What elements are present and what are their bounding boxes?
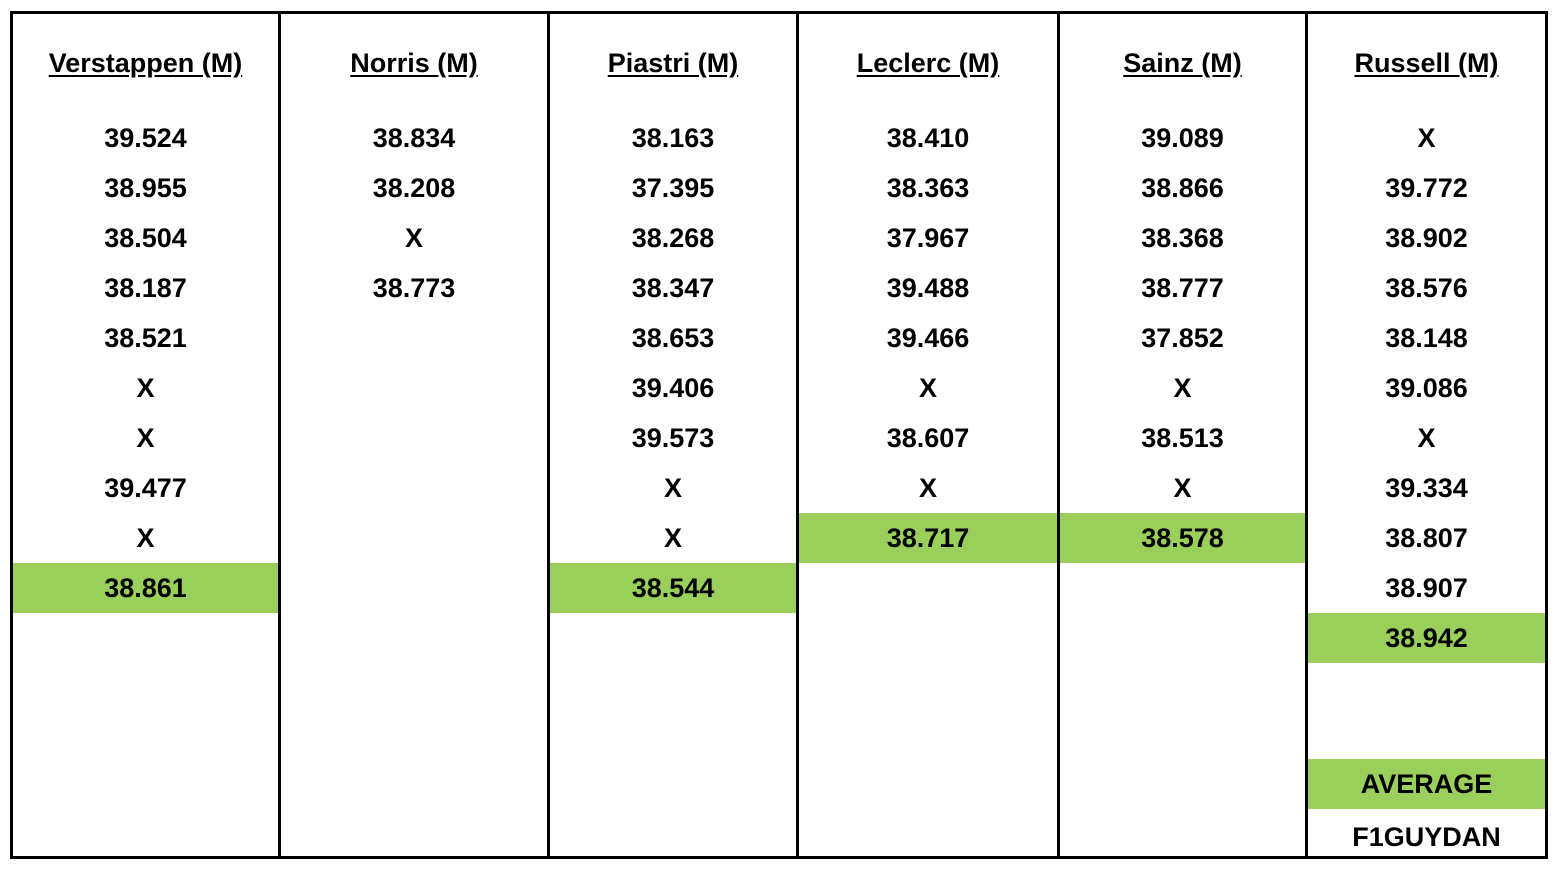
lap-time-cell: 38.368 <box>1141 223 1224 253</box>
lap-time-cell: 39.573 <box>631 423 715 453</box>
lap-time-cell: 38.834 <box>372 123 456 153</box>
driver-column: Piastri (M) 38.163 37.395 38.268 38.347 38.65… <box>550 11 796 859</box>
column-header: Norris (M) <box>350 48 478 78</box>
lap-time-cell: 38.163 <box>631 123 715 153</box>
credit-label: F1GUYDAN <box>1352 822 1501 852</box>
column-header: Verstappen (M) <box>48 48 243 78</box>
driver-column: Leclerc (M) 38.410 38.363 37.967 39.488 39.46… <box>799 11 1057 859</box>
lap-time-cell: 39.488 <box>886 273 970 303</box>
lap-time-cell: 38.148 <box>1385 323 1468 353</box>
average-cell: 38.717 <box>799 513 1057 563</box>
lap-time-cell: X <box>136 523 155 553</box>
column-divider <box>1057 11 1060 859</box>
column-header: Sainz (M) <box>1123 48 1242 78</box>
lap-time-cell: 37.852 <box>1141 323 1224 353</box>
lap-time-cell: 39.466 <box>886 323 970 353</box>
lap-time-cell: X <box>663 523 682 553</box>
driver-column: Sainz (M) 39.089 38.866 38.368 38.777 37.852 X… <box>1060 11 1305 859</box>
lap-time-cell: X <box>918 373 937 403</box>
lap-time-cell: 38.410 <box>886 123 970 153</box>
lap-time-cell: 38.513 <box>1141 423 1224 453</box>
lap-time-cell: 38.347 <box>631 273 715 303</box>
lap-time-cell: X <box>136 423 155 453</box>
column-header: Piastri (M) <box>607 48 739 78</box>
lap-time-cell: 38.363 <box>886 173 970 203</box>
lap-time-cell: X <box>404 223 423 253</box>
lap-time-cell: X <box>1417 423 1436 453</box>
lap-time-cell: X <box>663 473 682 503</box>
column-divider <box>278 11 281 859</box>
lap-time-cell: X <box>1173 373 1192 403</box>
lap-time-cell: 38.902 <box>1385 223 1468 253</box>
average-cell: 38.544 <box>550 563 796 613</box>
lap-time-cell: 39.089 <box>1141 123 1224 153</box>
lap-time-cell: 39.477 <box>104 473 187 503</box>
driver-column: Verstappen (M) 39.524 38.955 38.504 38.187 38… <box>13 11 278 859</box>
lap-time-cell: 38.504 <box>104 223 187 253</box>
lap-time-cell: 38.773 <box>372 273 456 303</box>
lap-time-cell: 38.521 <box>104 323 187 353</box>
column-header: Leclerc (M) <box>856 48 1000 78</box>
lap-time-cell: 38.955 <box>104 173 187 203</box>
driver-column: Russell (M) X 39.772 38.902 38.576 38.148 39.0… <box>1308 11 1545 859</box>
lap-time-cell: 39.334 <box>1385 473 1468 503</box>
column-divider <box>1305 11 1308 859</box>
lap-time-cell: 38.807 <box>1385 523 1468 553</box>
lap-time-cell: 38.187 <box>104 273 187 303</box>
lap-time-cell: X <box>1417 123 1436 153</box>
lap-time-cell: 38.607 <box>886 423 970 453</box>
lap-time-cell: 38.576 <box>1385 273 1468 303</box>
average-legend-label: AVERAGE <box>1308 759 1545 809</box>
average-cell: 38.578 <box>1060 513 1305 563</box>
lap-time-cell: 37.395 <box>631 173 715 203</box>
average-cell: 38.942 <box>1308 613 1545 663</box>
lap-time-cell: 38.777 <box>1141 273 1224 303</box>
lap-time-cell: 39.772 <box>1385 173 1468 203</box>
lap-time-cell: 37.967 <box>886 223 970 253</box>
driver-column: Norris (M) 38.834 38.208 X 38.773 <box>281 11 547 859</box>
lap-time-cell: 39.524 <box>104 123 187 153</box>
lap-time-cell: 38.907 <box>1385 573 1468 603</box>
lap-time-cell: X <box>918 473 937 503</box>
lap-time-cell: 38.866 <box>1141 173 1224 203</box>
lap-time-cell: 38.208 <box>372 173 456 203</box>
lap-time-cell: 39.406 <box>631 373 715 403</box>
lap-time-cell: X <box>136 373 155 403</box>
lap-time-cell: 38.653 <box>631 323 715 353</box>
column-divider <box>547 11 550 859</box>
lap-time-cell: 39.086 <box>1385 373 1468 403</box>
column-header: Russell (M) <box>1354 48 1499 78</box>
lap-time-cell: 38.268 <box>631 223 715 253</box>
lap-time-cell: X <box>1173 473 1192 503</box>
average-cell: 38.861 <box>13 563 278 613</box>
column-divider <box>796 11 799 859</box>
